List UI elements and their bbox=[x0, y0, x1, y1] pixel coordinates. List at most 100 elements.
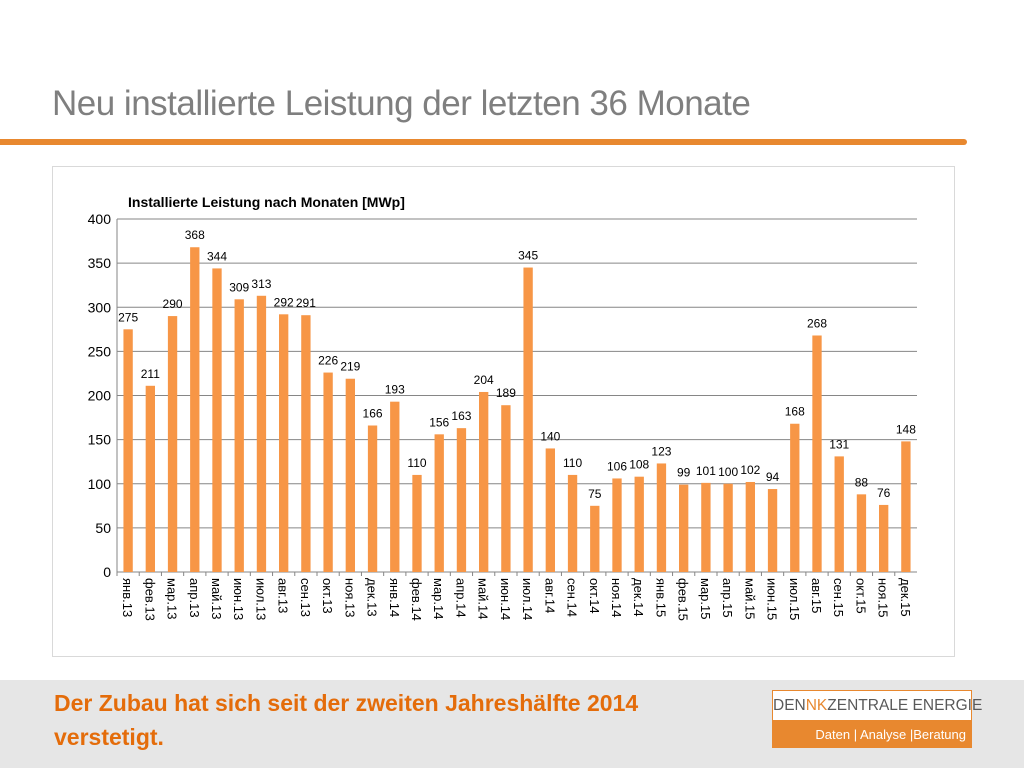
y-tick-label: 0 bbox=[103, 564, 111, 580]
data-label: 108 bbox=[629, 458, 649, 472]
bar bbox=[167, 316, 178, 572]
x-tick-label: авг.15 bbox=[809, 578, 824, 613]
data-label: 99 bbox=[677, 466, 691, 480]
x-tick-label: апр.13 bbox=[187, 578, 202, 618]
company-logo: DENNKZENTRALE ENERGIE Daten | Analyse |B… bbox=[772, 690, 982, 748]
bar bbox=[234, 299, 244, 572]
y-tick-label: 200 bbox=[88, 388, 112, 404]
x-tick-label: ноя.14 bbox=[609, 578, 624, 618]
logo-tagline: Daten | Analyse |Beratung bbox=[772, 721, 972, 748]
data-label: 166 bbox=[363, 407, 383, 421]
data-label: 110 bbox=[407, 456, 426, 470]
data-label: 189 bbox=[496, 386, 516, 400]
x-tick-label: сен.15 bbox=[831, 578, 846, 617]
data-label: 94 bbox=[766, 470, 780, 484]
bar bbox=[590, 505, 600, 572]
x-tick-label: окт.15 bbox=[853, 578, 868, 614]
logo-wordmark: DENNKZENTRALE ENERGIE bbox=[772, 690, 982, 721]
data-label: 106 bbox=[607, 459, 627, 473]
bar bbox=[745, 481, 755, 572]
y-tick-label: 150 bbox=[88, 432, 112, 448]
data-label: 88 bbox=[855, 475, 869, 489]
logo-part-3: ZENTRALE ENERGIE bbox=[827, 697, 983, 714]
x-tick-label: июл.15 bbox=[787, 578, 802, 620]
x-tick-label: дек.13 bbox=[365, 578, 380, 617]
x-tick-label: июн.13 bbox=[231, 578, 246, 620]
x-tick-label: май.15 bbox=[742, 578, 757, 620]
data-label: 168 bbox=[785, 405, 805, 419]
bar bbox=[212, 268, 222, 572]
bar bbox=[567, 474, 578, 572]
y-tick-label: 250 bbox=[88, 343, 112, 359]
data-label: 204 bbox=[474, 373, 494, 387]
x-tick-label: окт.14 bbox=[587, 578, 602, 614]
x-tick-label: ноя.15 bbox=[876, 578, 891, 618]
data-label: 148 bbox=[896, 422, 916, 436]
bar bbox=[634, 476, 644, 572]
bar bbox=[545, 448, 555, 572]
bar bbox=[190, 247, 200, 572]
x-tick-label: ноя.13 bbox=[342, 578, 357, 618]
bar bbox=[323, 372, 333, 572]
x-tick-label: дек.14 bbox=[631, 578, 646, 617]
bar bbox=[834, 456, 844, 572]
y-tick-label: 100 bbox=[88, 476, 112, 492]
x-tick-label: сен.13 bbox=[298, 578, 313, 617]
bar bbox=[767, 489, 778, 572]
x-tick-label: сен.14 bbox=[565, 578, 580, 617]
bar bbox=[367, 425, 378, 572]
x-tick-label: фев.15 bbox=[676, 578, 691, 621]
x-tick-label: май.13 bbox=[209, 578, 224, 620]
data-label: 211 bbox=[141, 367, 160, 381]
data-label: 140 bbox=[540, 429, 560, 443]
data-label: 100 bbox=[718, 465, 738, 479]
bar bbox=[434, 434, 444, 572]
x-tick-label: мар.14 bbox=[431, 578, 446, 619]
data-label: 163 bbox=[451, 409, 471, 423]
data-label: 291 bbox=[296, 296, 316, 310]
x-tick-label: июн.14 bbox=[498, 578, 513, 620]
bar bbox=[390, 401, 400, 572]
title-divider bbox=[0, 139, 967, 145]
data-label: 268 bbox=[807, 316, 827, 330]
y-tick-label: 50 bbox=[95, 520, 111, 536]
y-tick-label: 300 bbox=[88, 299, 112, 315]
logo-part-2: NK bbox=[805, 697, 828, 714]
x-tick-label: окт.13 bbox=[320, 578, 335, 614]
data-label: 290 bbox=[163, 297, 183, 311]
x-tick-label: мар.13 bbox=[165, 578, 180, 619]
x-tick-label: авг.14 bbox=[542, 578, 557, 613]
bar bbox=[256, 295, 267, 572]
data-label: 131 bbox=[829, 437, 849, 451]
x-tick-label: мар.15 bbox=[698, 578, 713, 619]
chart-frame: Installierte Leistung nach Monaten [MWp]… bbox=[52, 166, 955, 657]
data-label: 75 bbox=[588, 487, 602, 501]
x-tick-label: май.14 bbox=[476, 578, 491, 620]
conclusion-text: Der Zubau hat sich seit der zweiten Jahr… bbox=[54, 690, 639, 750]
x-tick-label: янв.14 bbox=[387, 578, 402, 617]
x-tick-label: дек.15 bbox=[898, 578, 913, 617]
bar bbox=[345, 378, 355, 572]
bar bbox=[679, 484, 689, 572]
data-label: 123 bbox=[651, 444, 671, 458]
data-label: 156 bbox=[429, 415, 449, 429]
x-tick-label: июн.15 bbox=[765, 578, 780, 620]
bar bbox=[790, 423, 800, 572]
y-tick-label: 350 bbox=[88, 255, 112, 271]
data-label: 76 bbox=[877, 486, 891, 500]
data-label: 368 bbox=[185, 228, 205, 242]
x-tick-label: фев.13 bbox=[142, 578, 157, 621]
data-label: 226 bbox=[318, 354, 338, 368]
data-label: 344 bbox=[207, 249, 227, 263]
x-tick-label: апр.14 bbox=[453, 578, 468, 618]
x-tick-label: апр.15 bbox=[720, 578, 735, 618]
data-label: 292 bbox=[274, 295, 294, 309]
bar bbox=[456, 428, 467, 572]
bar bbox=[812, 335, 822, 572]
x-tick-label: янв.15 bbox=[653, 578, 668, 617]
logo-part-1: DEN bbox=[773, 697, 806, 714]
x-tick-label: янв.13 bbox=[120, 578, 135, 617]
bar bbox=[501, 405, 511, 572]
bar bbox=[901, 441, 911, 572]
data-label: 193 bbox=[385, 383, 405, 397]
